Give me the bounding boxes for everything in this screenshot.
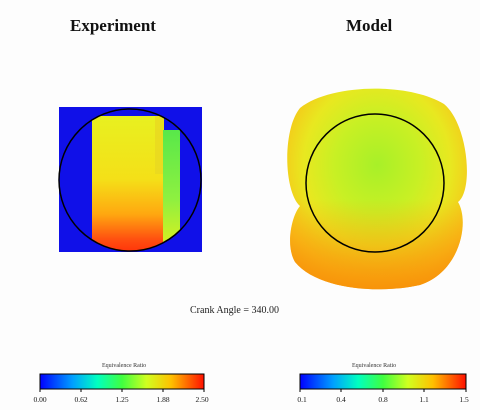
colorbar-model-tick: 1.5 [459,395,469,404]
colorbar-experiment-tick: 1.88 [156,395,170,404]
colorbar-experiment-tick: 0.00 [33,395,47,404]
colorbar-model-tick: 0.8 [378,395,388,404]
crank-angle-label: Crank Angle = 340.00 [190,305,279,316]
colorbar-experiment-title: Equivalence Ratio [102,363,147,369]
colorbar-model-gradient [299,373,467,390]
colorbar-experiment-tick: 0.62 [74,395,88,404]
experiment-cylinder-outline [58,108,202,252]
experiment-side-strip [163,130,180,245]
colorbar-model [299,373,467,392]
experiment-main-region [92,116,164,251]
colorbar-experiment-gradient [39,373,205,390]
colorbar-model-title: Equivalence Ratio [352,363,397,369]
model-cylinder-outline [305,113,445,253]
experiment-image [58,107,202,252]
colorbar-model-tick: 1.1 [419,395,429,404]
colorbar-model-tick: 0.1 [297,395,307,404]
colorbar-experiment-tick: 1.25 [115,395,129,404]
model-title: Model [346,16,393,35]
colorbar-model-tick: 0.4 [336,395,346,404]
colorbar-experiment [39,373,205,392]
colorbar-experiment-tick: 2.50 [195,395,209,404]
experiment-title: Experiment [70,16,156,35]
model-image [287,88,467,290]
